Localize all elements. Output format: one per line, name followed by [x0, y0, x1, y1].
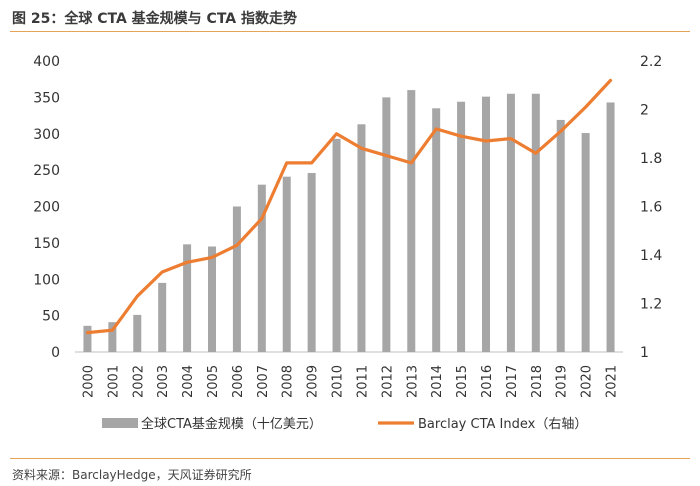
top-divider [10, 31, 690, 32]
x-tick-label: 2014 [430, 365, 445, 398]
legend-bar-label: 全球CTA基金规模（十亿美元） [141, 416, 322, 432]
y-left-tick-label: 100 [33, 272, 60, 288]
y-left-tick-label: 200 [33, 200, 60, 216]
bar [457, 101, 466, 353]
bar [183, 244, 192, 352]
x-tick-label: 2020 [580, 365, 595, 398]
x-tick-label: 2018 [530, 365, 545, 398]
x-tick-label: 2012 [380, 365, 395, 398]
x-tick-label: 2006 [231, 365, 246, 398]
x-tick-label: 2016 [480, 365, 495, 398]
y-left-tick-label: 350 [33, 90, 60, 106]
y-left-tick-label: 250 [33, 163, 60, 179]
bar [158, 282, 167, 352]
bar [133, 314, 142, 352]
bar [506, 93, 515, 353]
bar [606, 102, 615, 352]
x-tick-label: 2017 [505, 365, 520, 398]
bar [382, 97, 391, 352]
y-right-tick-label: 2.2 [640, 54, 662, 70]
y-right-tick-label: 1.8 [640, 151, 662, 167]
y-right-tick-label: 2 [640, 103, 649, 119]
bar [407, 90, 416, 352]
figure-title: 图 25：全球 CTA 基金规模与 CTA 指数走势 [12, 11, 297, 27]
y-right-tick-label: 1 [640, 345, 649, 361]
x-tick-label: 2002 [131, 365, 146, 398]
x-tick-label: 2004 [181, 365, 196, 398]
x-tick-label: 2010 [331, 365, 346, 398]
bar [432, 108, 441, 352]
x-tick-label: 2007 [256, 365, 271, 398]
x-tick-label: 2008 [281, 365, 296, 398]
x-tick-label: 2019 [555, 365, 570, 398]
bar [357, 124, 366, 352]
x-tick-label: 2009 [306, 365, 321, 398]
bar [232, 206, 241, 352]
bar [581, 133, 590, 352]
y-left-tick-label: 400 [33, 54, 60, 70]
x-tick-label: 2021 [605, 365, 620, 398]
bottom-divider [10, 458, 690, 459]
bar [556, 119, 565, 353]
y-right-tick-label: 1.6 [640, 200, 662, 216]
bar [332, 138, 341, 352]
bar [282, 176, 291, 352]
x-tick-label: 2015 [455, 365, 470, 398]
y-left-tick-label: 50 [42, 309, 60, 325]
bar [108, 322, 117, 352]
legend-line-label: Barclay CTA Index（右轴） [418, 417, 587, 432]
bar [482, 96, 490, 353]
legend-bar-swatch [102, 418, 138, 428]
y-left-tick-label: 150 [33, 236, 60, 252]
bar [83, 325, 92, 352]
bar [208, 246, 216, 352]
x-tick-label: 2003 [156, 365, 171, 398]
x-tick-label: 2011 [355, 365, 370, 398]
bar [257, 184, 266, 352]
bar [531, 93, 540, 353]
y-left-tick-label: 300 [33, 127, 60, 143]
x-tick-label: 2013 [405, 365, 420, 398]
index-line [85, 78, 613, 335]
x-tick-label: 2000 [81, 365, 96, 398]
x-tick-label: 2005 [206, 365, 221, 398]
y-right-tick-label: 1.2 [640, 297, 662, 313]
y-right-tick-label: 1.4 [640, 248, 662, 264]
x-tick-label: 2001 [106, 365, 121, 398]
bar [307, 173, 316, 352]
source-note: 资料来源：BarclayHedge，天风证券研究所 [12, 468, 252, 482]
y-left-tick-label: 0 [51, 345, 60, 361]
